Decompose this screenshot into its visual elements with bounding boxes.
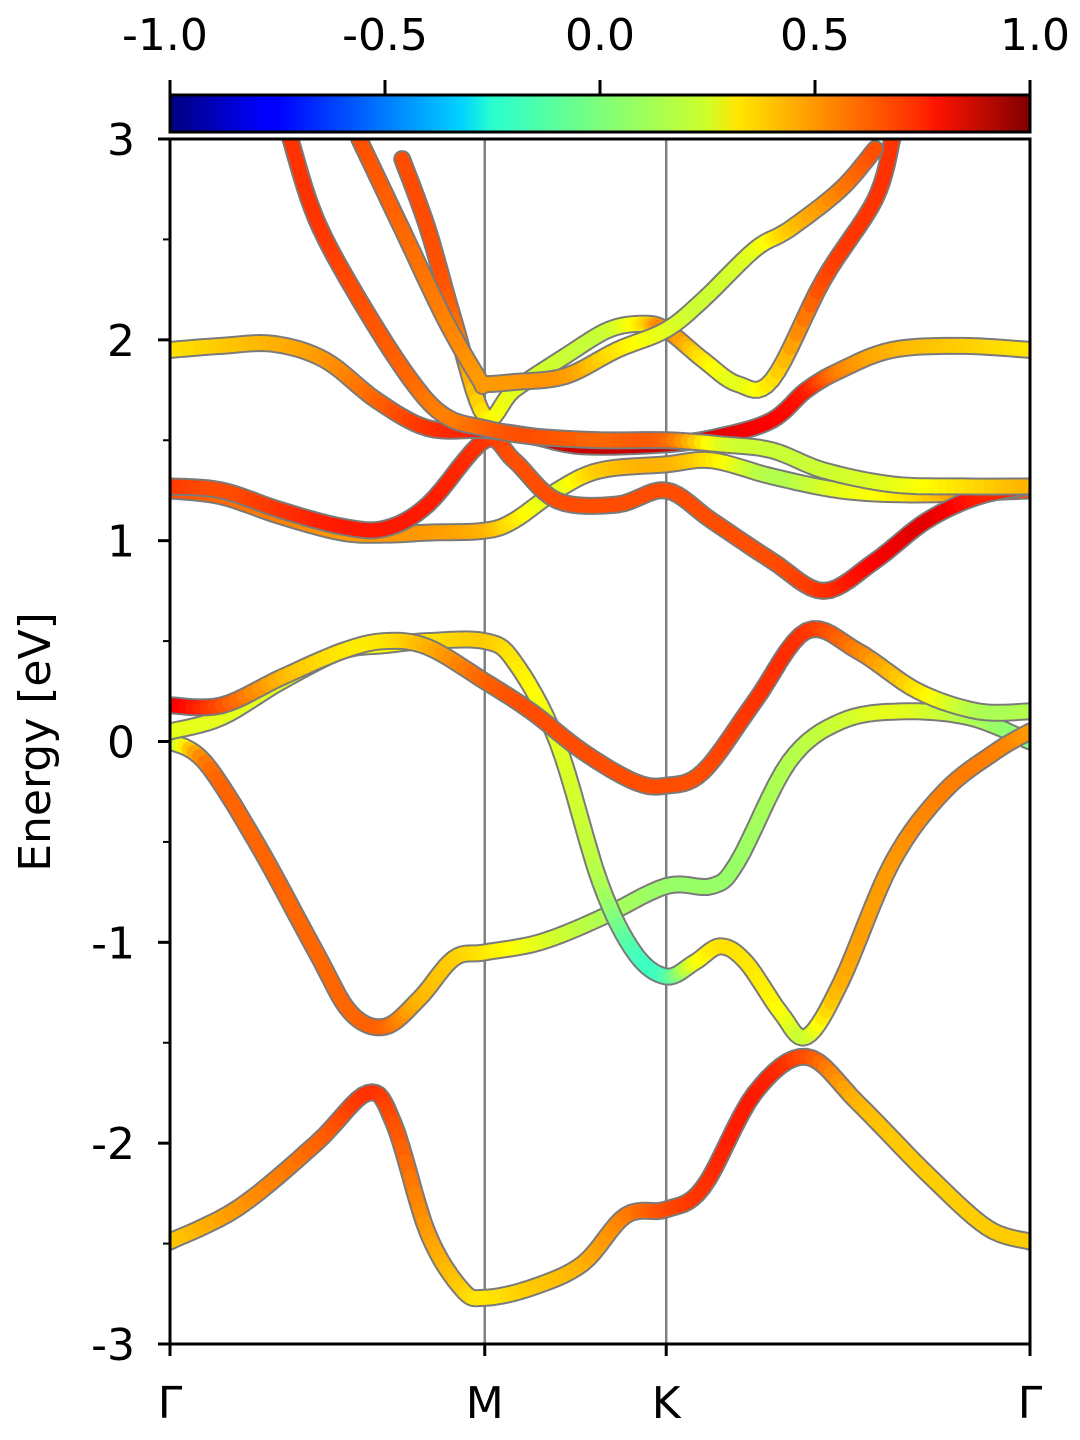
y-tick-label: 2 [107, 316, 135, 367]
y-tick-label: -3 [91, 1320, 135, 1371]
band-band-10 [281, 139, 1030, 496]
colorbar-ticks: -1.0 -0.5 0.0 0.5 1.0 [122, 10, 1070, 95]
colorbar-tick-label: 0.0 [565, 10, 635, 61]
colorbar: -1.0 -0.5 0.0 0.5 1.0 [122, 10, 1070, 134]
x-tick-label: Γ [1018, 1378, 1043, 1429]
y-axis: -3 -2 -1 0 1 2 3 [91, 115, 170, 1371]
band-band-1 [170, 1047, 1030, 1308]
x-tick-label: M [466, 1378, 504, 1429]
y-tick-label: -1 [91, 918, 135, 969]
band-band-3 [170, 630, 1030, 1047]
y-tick-label: 3 [107, 115, 135, 166]
y-tick-label: 0 [107, 718, 135, 769]
band-band-4 [170, 620, 1030, 796]
band-band-9 [350, 139, 885, 395]
x-tick-label: Γ [158, 1378, 183, 1429]
band-outline [170, 1047, 1030, 1308]
band-band-2 [170, 702, 1030, 1037]
colorbar-tick-label: 1.0 [1000, 10, 1070, 61]
colorbar-tick-label: -0.5 [342, 10, 428, 61]
bands [170, 139, 1030, 1308]
y-tick-label: -2 [91, 1119, 135, 1170]
colorbar-tick-label: 0.5 [780, 10, 850, 61]
y-axis-title: Energy [eV] [10, 612, 61, 872]
colorbar-tick-label: -1.0 [122, 10, 208, 61]
colorbar-gradient [168, 93, 1032, 134]
x-tick-label: K [652, 1378, 682, 1429]
y-tick-label: 1 [107, 517, 135, 568]
band-segment [865, 142, 883, 160]
